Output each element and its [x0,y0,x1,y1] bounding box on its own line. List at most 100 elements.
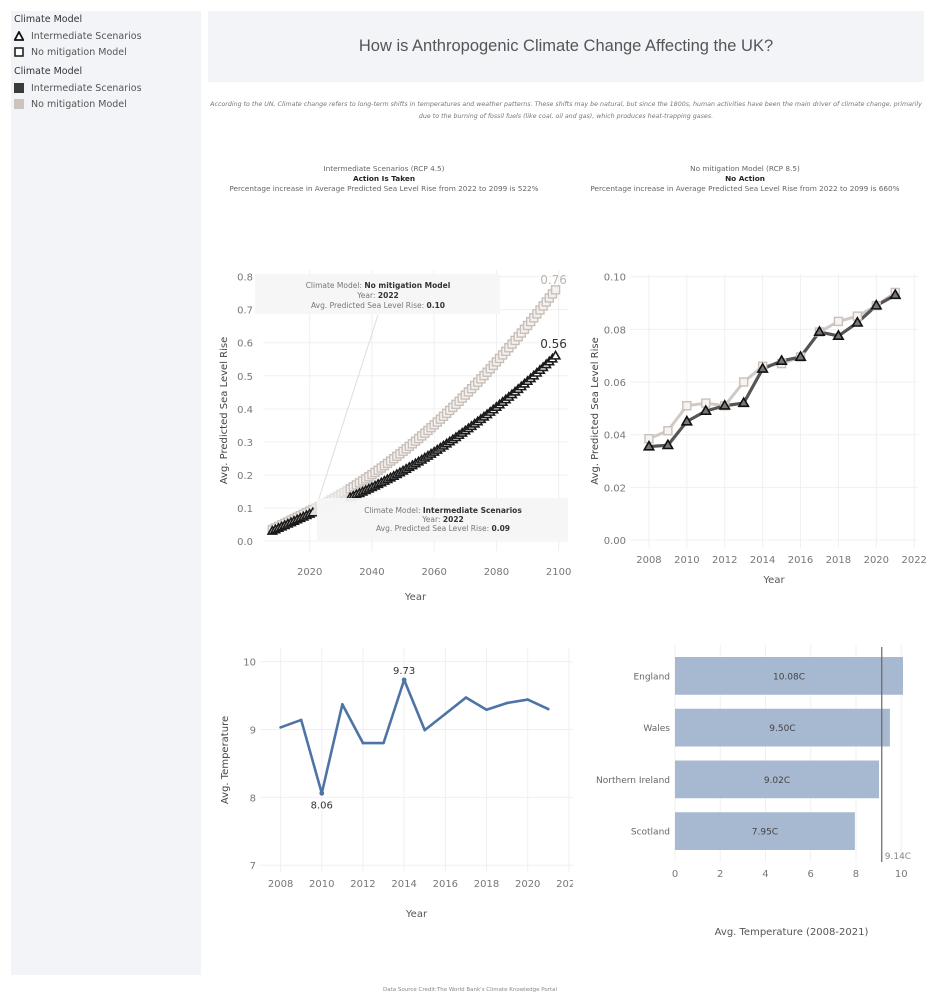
tooltip-no-mitigation [255,274,500,314]
x-tick-label: 10 [895,869,908,880]
square-outline-icon [14,47,24,57]
x-tick-label: 2022 [556,879,573,890]
x-tick-label: 4 [762,869,768,880]
tooltip-line: Avg. Predicted Sea Level Rise: 0.09 [376,524,510,533]
annotated-point [401,677,407,683]
x-tick-label: 2016 [433,879,458,890]
caption-headline: Action Is Taken [352,174,416,183]
intro-text: According to the UN, Climate change refe… [210,101,922,120]
data-point-square [833,316,844,327]
legend-label: Intermediate Scenarios [31,30,142,42]
data-point-triangle [775,354,788,365]
data-point-triangle [889,288,902,300]
y-tick-label: 0.6 [237,339,253,350]
y-tick-label: 8 [250,793,256,804]
sea-level-long-chart[interactable]: 0.0 0.1 0.2 0.3 0.4 0.5 0.6 0.7 0.8 2020 2040 2060 2… [208,258,573,618]
x-tick-label: 2010 [674,555,699,566]
legend-title: Climate Model [14,14,83,25]
temperature-line [280,678,549,795]
caption-detail: Percentage increase in Average Predicted… [229,184,539,193]
data-point-triangle [794,350,807,362]
sea-level-recent-chart[interactable]: 0.00 0.02 0.04 0.06 0.08 0.10 2008 2010 2012 2014… [578,258,928,598]
legend-title: Climate Model [14,66,83,77]
caption-headline: No Action [725,174,765,183]
x-tick-label: 2018 [826,555,851,566]
data-point-triangle [642,439,656,451]
header: How is Anthropogenic Climate Change Affe… [208,11,924,82]
y-tick-label: 0.08 [604,325,626,336]
x-tick-label: 2 [717,869,723,880]
data-point [546,707,550,711]
x-tick-label: 2020 [864,555,889,566]
tooltip-line: Climate Model: No mitigation Model [306,281,451,290]
x-tick-label: 2012 [350,879,375,890]
caption-no-mitigation: No mitigation Model (RCP 8.5) No Action … [575,164,915,194]
data-point-square [663,426,673,436]
x-axis-label: Year [404,592,427,603]
page-title: How is Anthropogenic Climate Change Affe… [358,37,774,55]
legend-item-intermediate[interactable]: Intermediate Scenarios [14,28,142,44]
tooltip-line: Avg. Predicted Sea Level Rise: 0.10 [311,301,445,310]
legend-label: No mitigation Model [31,46,127,58]
x-tick-label: 2080 [484,567,509,578]
x-tick-label: 2018 [474,879,499,890]
tooltip-connector [315,314,379,509]
data-point [464,696,468,699]
data-point [423,728,427,732]
y-tick-label: 0.4 [237,405,253,416]
x-tick-label: 0 [672,869,678,880]
data-point [279,726,282,729]
x-tick-label: 2020 [515,879,540,890]
data-point-triangle [718,399,731,410]
region-temperature-bar-chart[interactable]: 0 2 4 6 8 10 England 10.08C Wales 9.50C Northern I… [578,640,928,950]
series-no-mitigation [267,285,561,535]
legend-label: Intermediate Scenarios [31,82,142,94]
triangle-outline-icon [14,31,24,41]
data-point-triangle [661,438,675,450]
caption-model: No mitigation Model (RCP 8.5) [690,164,800,173]
x-tick-label: 2060 [421,567,446,578]
reference-line-label: 9.14C [885,852,911,862]
y-tick-label: 0.2 [237,471,253,482]
y-tick-label: 7 [250,861,256,872]
data-point-triangle [756,362,769,373]
category-label: Scotland [631,828,670,838]
caption-intermediate: Intermediate Scenarios (RCP 4.5) Action … [208,164,560,194]
x-axis-label: Year [762,575,785,586]
y-tick-label: 0.1 [237,504,253,515]
y-tick-label: 0.0 [237,537,253,548]
legend-item-no-mitigation[interactable]: No mitigation Model [14,44,142,60]
legend-item-no-mitigation[interactable]: No mitigation Model [14,96,142,112]
x-tick-label: 2014 [391,879,416,890]
y-tick-label: 9 [250,725,256,736]
legend-item-intermediate[interactable]: Intermediate Scenarios [14,80,142,96]
data-point [526,698,529,701]
data-point [382,741,385,745]
x-tick-label: 8 [853,869,859,880]
bar-value-label: 9.50C [769,724,795,734]
data-point-triangle [549,349,562,360]
data-point [485,708,488,712]
y-tick-label: 0.10 [604,273,626,284]
color-swatch-icon [14,83,24,93]
series-intermediate [266,349,562,535]
bar-scotland [675,812,855,850]
temperature-line-chart[interactable]: 7 8 9 10 2008 2010 2012 2014 2016 2018 2020 2022 Yea… [208,640,573,930]
caption-model: Intermediate Scenarios (RCP 4.5) [323,164,445,173]
bar-value-label: 10.08C [773,672,805,682]
color-swatch-icon [14,99,24,109]
bar-value-label: 9.02C [764,776,790,786]
y-axis-label: Avg. Predicted Sea Level Rise [590,337,601,484]
x-tick-label: 2100 [546,567,571,578]
x-tick-label: 2012 [712,555,737,566]
legend-shape: Climate Model Intermediate Scenarios No … [14,14,142,60]
y-axis-label: Avg. Temperature [220,716,231,804]
y-tick-label: 0.00 [604,536,626,547]
tooltip-line: Climate Model: Intermediate Scenarios [364,506,522,515]
data-label: 9.73 [393,666,415,677]
x-tick-label: 2040 [359,567,384,578]
data-point-square [550,285,561,295]
data-point [444,712,447,716]
x-tick-label: 2022 [901,555,926,566]
y-tick-label: 0.3 [237,438,253,449]
